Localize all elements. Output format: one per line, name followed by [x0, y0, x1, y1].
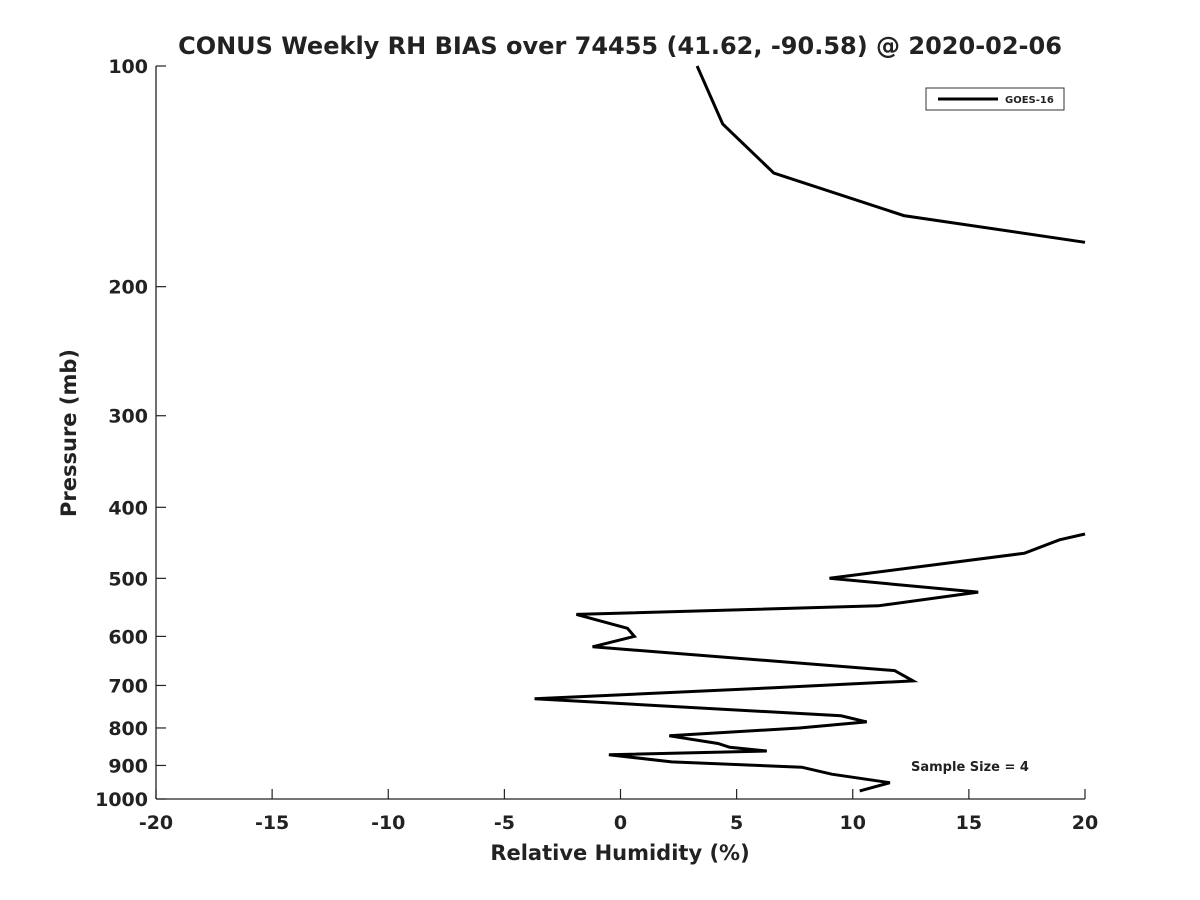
- x-axis-label: Relative Humidity (%): [490, 841, 749, 865]
- y-tick-label: 100: [108, 56, 148, 78]
- y-tick-label: 1000: [95, 789, 148, 811]
- y-tick-label: 400: [108, 497, 148, 519]
- x-axis-ticks: -20 -15 -10 -5 0 5 10 15 20: [139, 789, 1098, 834]
- x-tick-label: 5: [730, 812, 743, 834]
- x-tick-label: -10: [371, 812, 405, 834]
- y-axis-label: Pressure (mb): [57, 349, 81, 517]
- series-line-goes-16-segment-1: [695, 65, 1086, 244]
- x-tick-label: 20: [1072, 812, 1098, 834]
- x-tick-label: -5: [494, 812, 515, 834]
- sample-size-annotation: Sample Size = 4: [911, 760, 1029, 775]
- y-tick-label: 800: [108, 718, 148, 740]
- y-tick-label: 700: [108, 675, 148, 697]
- y-tick-label: 600: [108, 626, 148, 648]
- y-tick-label: 300: [108, 406, 148, 428]
- x-tick-label: 10: [840, 812, 866, 834]
- legend: GOES-16: [925, 87, 1065, 111]
- x-tick-label: 0: [614, 812, 627, 834]
- x-tick-label: -15: [255, 812, 289, 834]
- chart-title: CONUS Weekly RH BIAS over 74455 (41.62, …: [178, 32, 1062, 60]
- y-tick-label: 900: [108, 755, 148, 777]
- x-tick-label: -20: [139, 812, 173, 834]
- legend-label-goes-16: GOES-16: [1005, 95, 1054, 106]
- x-tick-label: 15: [956, 812, 982, 834]
- y-axis-ticks: 100 200 300 400 500 600 700 800 900 1000: [95, 56, 166, 811]
- series-layer: [534, 65, 1086, 793]
- plot-area: -20 -15 -10 -5 0 5 10 15 20 100 200 300 400 500 600 70…: [95, 56, 1098, 834]
- y-tick-label: 500: [108, 568, 148, 590]
- y-tick-label: 200: [108, 277, 148, 299]
- series-line-goes-16-segment-2: [534, 532, 1086, 793]
